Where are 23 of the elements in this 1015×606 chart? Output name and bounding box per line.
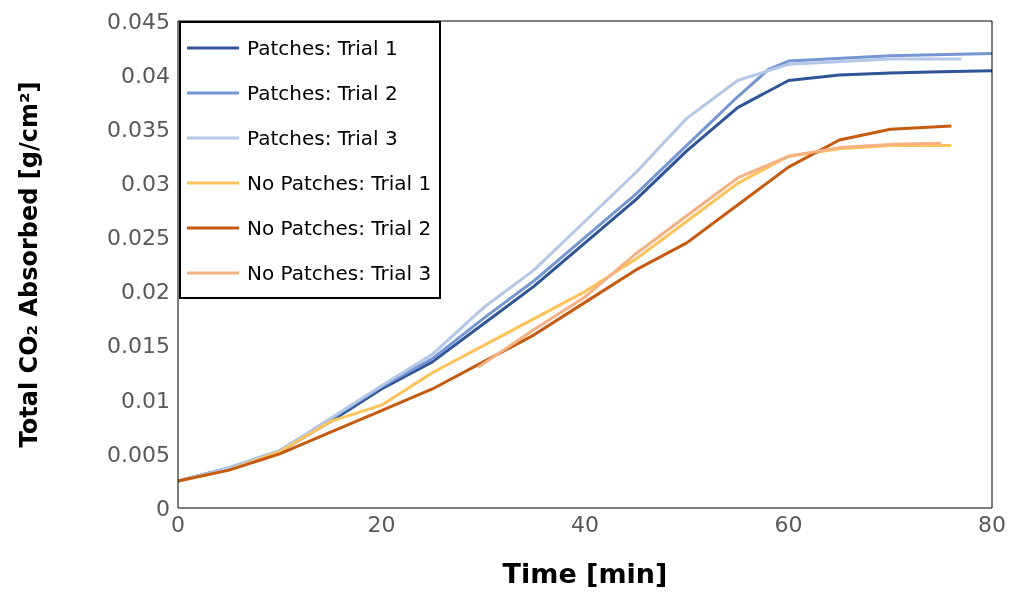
y-tick-label: 0.04 — [121, 62, 170, 88]
line-series — [476, 141, 943, 369]
y-tick-label: 0.035 — [107, 117, 170, 143]
legend-label: No Patches: Trial 2 — [247, 215, 432, 240]
y-tick-label: 0 — [156, 495, 170, 521]
x-tick-label: 80 — [978, 511, 1006, 537]
y-tick-label: 0.015 — [107, 333, 170, 359]
x-tick-label: 60 — [774, 511, 803, 537]
legend-label: Patches: Trial 3 — [247, 125, 398, 150]
y-tick-label: 0.02 — [121, 279, 170, 305]
legend-label: No Patches: Trial 3 — [247, 260, 432, 285]
x-axis-title: Time [min] — [502, 558, 668, 589]
legend-label: Patches: Trial 1 — [247, 35, 398, 60]
y-tick-label: 0.01 — [121, 387, 170, 413]
legend-label: No Patches: Trial 1 — [247, 170, 432, 195]
y-tick-label: 0.03 — [121, 171, 170, 197]
y-tick-label: 0.005 — [107, 441, 170, 467]
y-tick-label: 0.045 — [107, 8, 170, 34]
y-axis-title: Total CO₂ Absorbed [g/cm²] — [14, 81, 43, 448]
y-tick-label: 0.025 — [107, 225, 170, 251]
x-tick-label: 20 — [367, 511, 396, 537]
legend-label: Patches: Trial 2 — [247, 80, 398, 105]
x-tick-label: 40 — [571, 511, 599, 537]
